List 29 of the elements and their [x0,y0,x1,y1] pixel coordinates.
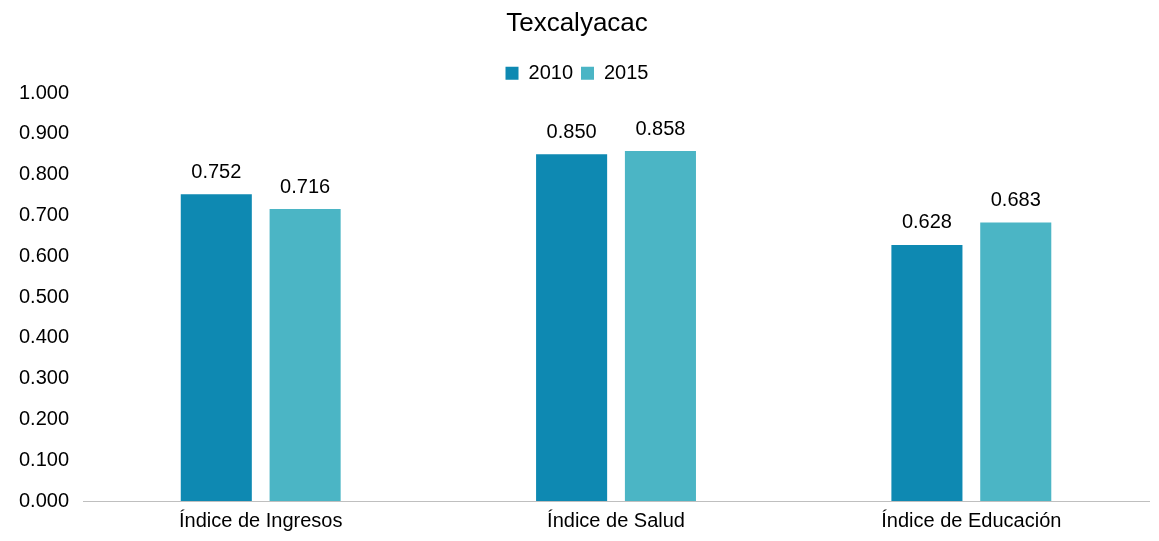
y-tick-label: 0.100 [18,447,70,470]
y-tick-label: 1.000 [18,80,70,103]
y-tick-label: 0.900 [18,121,70,144]
bar [536,154,608,501]
data-label: 0.850 [546,119,597,142]
data-label: 0.683 [990,187,1041,210]
y-tick-label: 0.500 [18,284,70,307]
y-tick-label: 0.300 [18,366,70,389]
y-tick-label: 0.200 [18,406,70,429]
x-tick-label: Índice de Ingresos [178,508,343,531]
data-label: 0.752 [191,159,242,182]
data-label: 0.628 [901,210,952,233]
bar [180,194,252,501]
y-tick-label: 0.600 [18,243,70,266]
y-tick-label: 0.800 [18,162,70,185]
bar [269,209,341,501]
data-label: 0.858 [635,116,686,139]
y-tick-label: 0.400 [18,325,70,348]
chart-title: Texcalyacac [506,6,648,37]
bar [980,222,1052,501]
y-tick-label: 0.000 [18,488,70,511]
x-tick-label: Índice de Educación [881,508,1062,531]
x-tick-label: Índice de Salud [547,508,685,531]
bar [624,151,696,501]
legend-label: 2015 [604,60,649,83]
data-label: 0.716 [280,174,331,197]
legend-label: 2010 [528,60,574,83]
y-tick-label: 0.700 [18,203,70,226]
bar [891,244,963,501]
